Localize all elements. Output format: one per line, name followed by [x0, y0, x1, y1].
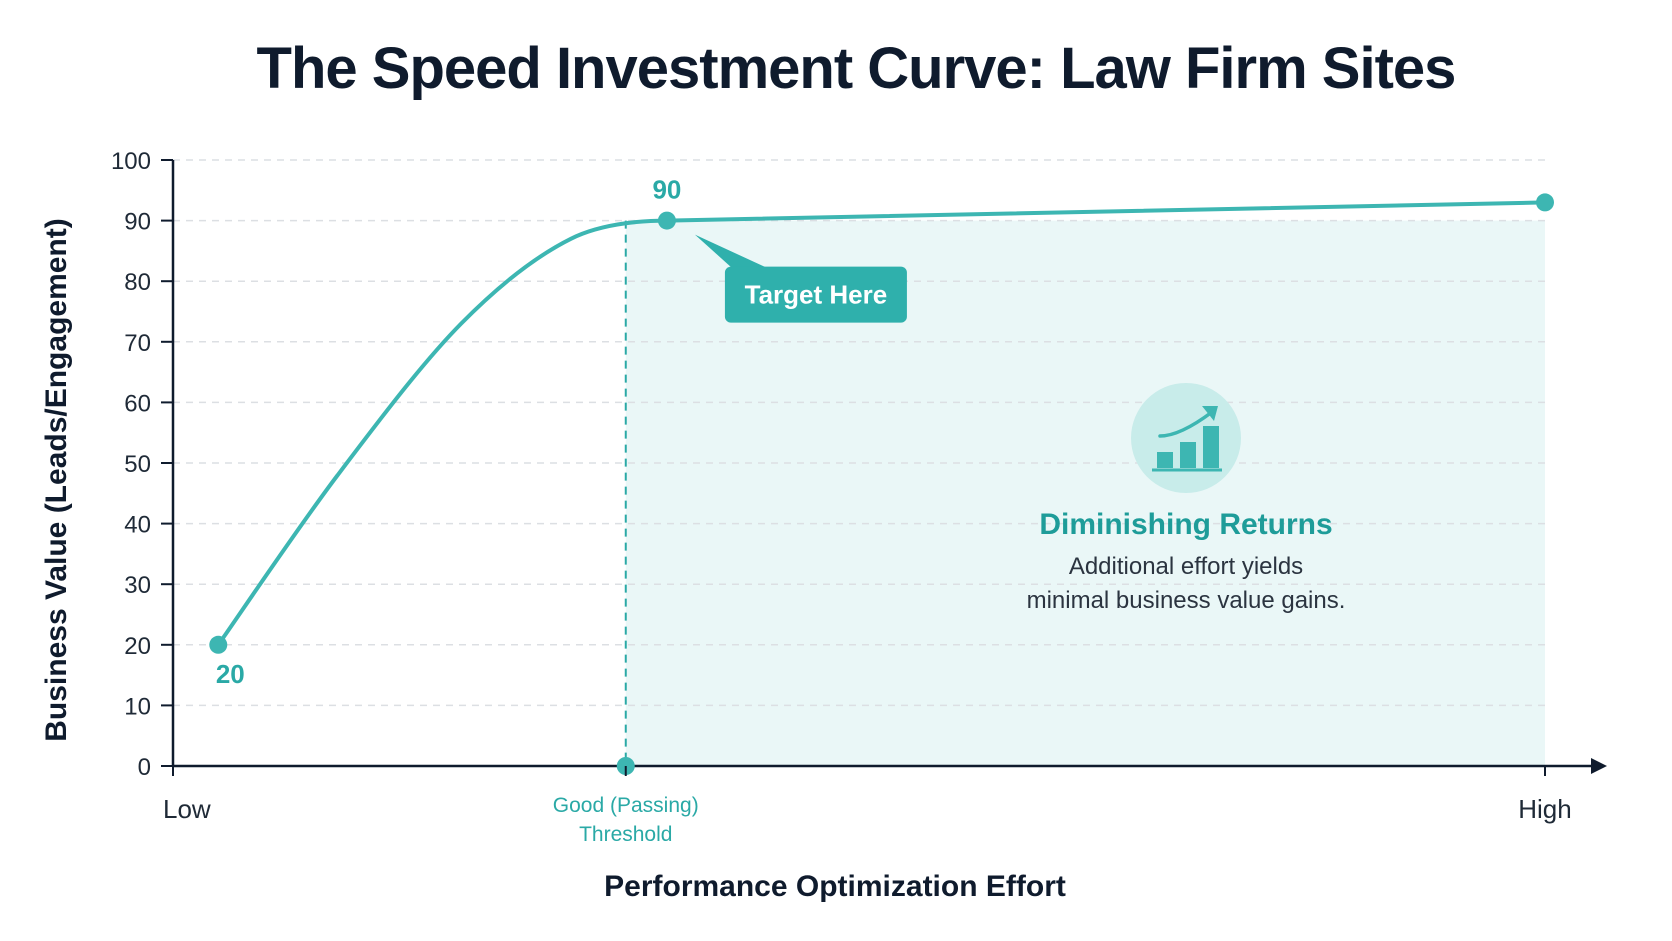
- diminishing-returns-line-1: Additional effort yields: [1069, 553, 1303, 580]
- x-axis-label: Performance Optimization Effort: [604, 870, 1066, 903]
- data-label: 90: [652, 175, 681, 205]
- callout-text: Target Here: [745, 280, 888, 310]
- y-tick-label: 10: [124, 693, 151, 720]
- callout-pointer: [694, 234, 773, 271]
- data-label: 20: [216, 659, 245, 689]
- y-tick-label: 70: [124, 330, 151, 357]
- y-ticks: 0 10 20 30 40 50 60 70 80 90 100: [111, 148, 173, 781]
- y-tick-label: 0: [138, 754, 151, 781]
- y-tick-label: 40: [124, 512, 151, 539]
- diminishing-returns-annotation: Diminishing Returns Additional effort yi…: [1027, 383, 1346, 614]
- x-tick-label: Low: [163, 794, 211, 824]
- y-tick-label: 80: [124, 269, 151, 296]
- y-tick-label: 60: [124, 390, 151, 417]
- y-tick-label: 100: [111, 148, 151, 175]
- target-callout: Target Here: [694, 234, 907, 323]
- x-axis-arrow-icon: [1591, 758, 1607, 774]
- data-point: [1536, 193, 1554, 212]
- x-tick-label: High: [1518, 794, 1571, 824]
- y-tick-label: 20: [124, 633, 151, 660]
- callout-box: [724, 266, 907, 323]
- series-line: [216, 200, 1547, 647]
- x-tick-label: Good (Passing) Threshold: [553, 794, 699, 846]
- growth-chart-icon: [1131, 383, 1241, 493]
- x-ticks: Low Good (Passing) Threshold High: [163, 766, 1572, 846]
- y-tick-label: 90: [124, 209, 151, 236]
- y-tick-label: 30: [124, 572, 151, 599]
- y-tick-label: 50: [124, 451, 151, 478]
- data-point: [657, 211, 676, 230]
- y-axis-label: Business Value (Leads/Engagement): [40, 218, 73, 742]
- diminishing-returns-title: Diminishing Returns: [1039, 508, 1332, 541]
- data-point: [209, 635, 228, 654]
- diminishing-returns-line-2: minimal business value gains.: [1027, 587, 1346, 614]
- chart-title: The Speed Investment Curve: Law Firm Sit…: [257, 36, 1456, 101]
